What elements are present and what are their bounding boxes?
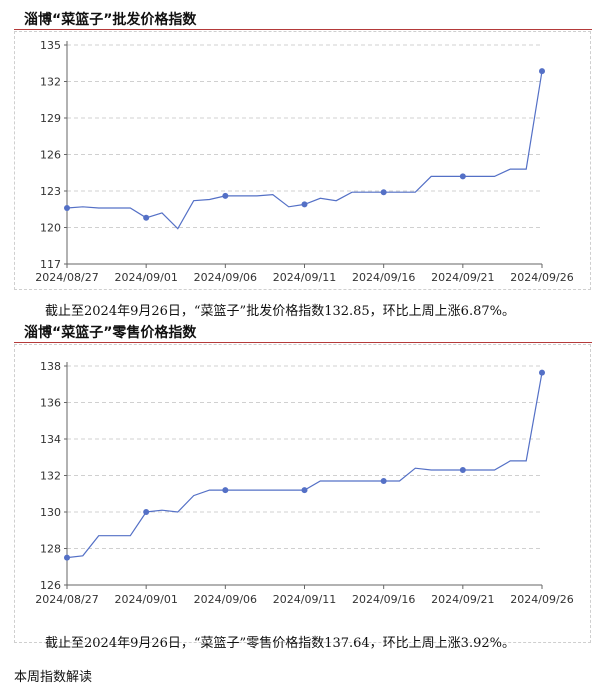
y-tick-label: 130 (40, 506, 61, 519)
chart-title: 淄博“菜篮子”零售价格指数 (24, 325, 197, 341)
x-tick-label: 2024/09/01 (114, 593, 177, 606)
y-tick-label: 126 (40, 579, 61, 592)
plot-frame (14, 31, 591, 290)
data-point (539, 369, 545, 376)
x-tick-label: 2024/09/16 (352, 271, 415, 284)
x-tick-label: 2024/09/16 (352, 593, 415, 606)
y-tick-label: 117 (40, 258, 61, 271)
retail-caption: 截止至2024年9月26日，“菜篮子”零售价格指数137.64，环比上周上涨3.… (45, 636, 515, 651)
wholesale-caption: 截止至2024年9月26日，“菜篮子”批发价格指数132.85，环比上周上涨6.… (45, 304, 515, 319)
y-tick-label: 128 (40, 543, 61, 556)
y-tick-label: 132 (40, 470, 61, 483)
data-point (143, 509, 150, 515)
title-divider (14, 342, 592, 343)
data-point (459, 173, 466, 180)
footer-heading: 本周指数解读 (14, 670, 93, 685)
x-tick-label: 2024/09/06 (194, 593, 257, 606)
data-point (380, 477, 387, 484)
x-tick-label: 2024/08/27 (35, 593, 98, 606)
x-tick-label: 2024/09/26 (510, 271, 573, 284)
data-point (143, 214, 150, 221)
x-tick-label: 2024/08/27 (35, 271, 98, 284)
data-point (301, 201, 308, 208)
y-tick-label: 134 (40, 433, 61, 446)
x-tick-label: 2024/09/21 (431, 271, 494, 284)
plot-frame (14, 344, 591, 643)
data-point (539, 68, 545, 75)
x-tick-label: 2024/09/26 (510, 593, 573, 606)
series-line (66, 372, 543, 559)
x-tick-label: 2024/09/21 (431, 593, 494, 606)
data-point (222, 487, 229, 494)
data-point (301, 487, 308, 494)
y-tick-label: 120 (40, 222, 61, 235)
x-tick-label: 2024/09/06 (194, 271, 257, 284)
x-tick-label: 2024/09/11 (273, 593, 336, 606)
wholesale-price-chart: 117 120 123 126 129 132 135 2024/08/27 2024/09/0… (35, 39, 573, 284)
y-tick-label: 123 (40, 185, 61, 198)
y-tick-label: 129 (40, 112, 61, 125)
x-tick-label: 2024/09/01 (114, 271, 177, 284)
data-point (64, 205, 70, 212)
y-tick-label: 138 (40, 360, 61, 373)
data-point (459, 467, 466, 474)
data-point (222, 192, 229, 199)
title-divider (14, 29, 592, 30)
y-tick-label: 136 (40, 397, 61, 410)
x-tick-label: 2024/09/11 (273, 271, 336, 284)
chart-title: 淄博“菜篮子”批发价格指数 (24, 12, 197, 28)
y-tick-label: 135 (40, 39, 61, 52)
data-point (64, 554, 70, 561)
y-tick-label: 126 (40, 149, 61, 162)
y-tick-label: 132 (40, 76, 61, 89)
data-point (380, 189, 387, 196)
